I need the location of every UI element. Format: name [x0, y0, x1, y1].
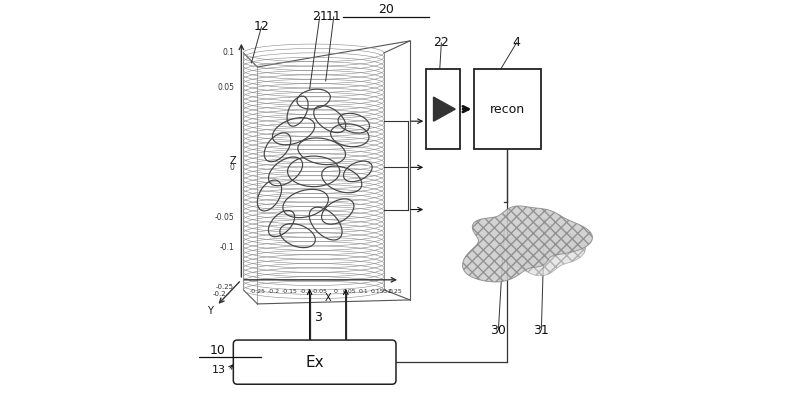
Text: 13: 13 — [211, 365, 226, 375]
FancyBboxPatch shape — [234, 340, 396, 384]
Text: -0.2: -0.2 — [213, 291, 226, 297]
Text: 22: 22 — [434, 36, 450, 49]
Text: Z: Z — [230, 156, 236, 166]
Text: 12: 12 — [254, 20, 270, 33]
Polygon shape — [434, 97, 455, 121]
Text: -0.05: -0.05 — [312, 289, 328, 294]
Text: -0.25: -0.25 — [250, 289, 266, 294]
Text: 0.05: 0.05 — [343, 289, 357, 294]
Text: 21: 21 — [312, 10, 327, 23]
Text: Y: Y — [207, 306, 213, 316]
Text: 30: 30 — [490, 324, 506, 337]
Text: 4: 4 — [513, 36, 521, 49]
Text: 0.2: 0.2 — [382, 289, 392, 294]
Text: -0.15: -0.15 — [282, 289, 298, 294]
Text: 0.1: 0.1 — [359, 289, 369, 294]
Text: 31: 31 — [534, 324, 550, 337]
Bar — [474, 69, 541, 149]
Text: 0.15: 0.15 — [371, 289, 385, 294]
Text: -0.2: -0.2 — [267, 289, 279, 294]
Text: 0: 0 — [230, 163, 234, 172]
Text: 0: 0 — [334, 289, 338, 294]
Text: -0.25: -0.25 — [216, 284, 234, 290]
Polygon shape — [500, 224, 586, 276]
Text: 0.1: 0.1 — [222, 48, 234, 57]
Text: Ex: Ex — [306, 355, 324, 370]
Bar — [426, 69, 460, 149]
Text: 11: 11 — [326, 10, 342, 23]
Text: 20: 20 — [378, 3, 394, 16]
Text: 0.25: 0.25 — [389, 289, 403, 294]
Text: -0.05: -0.05 — [214, 213, 234, 222]
Text: X: X — [324, 293, 331, 303]
Text: 3: 3 — [314, 312, 322, 324]
Text: 10: 10 — [210, 344, 226, 357]
Text: recon: recon — [490, 103, 525, 116]
Text: 0.05: 0.05 — [217, 83, 234, 91]
Polygon shape — [462, 206, 593, 282]
Text: -0.1: -0.1 — [300, 289, 312, 294]
Text: -0.1: -0.1 — [219, 243, 234, 252]
